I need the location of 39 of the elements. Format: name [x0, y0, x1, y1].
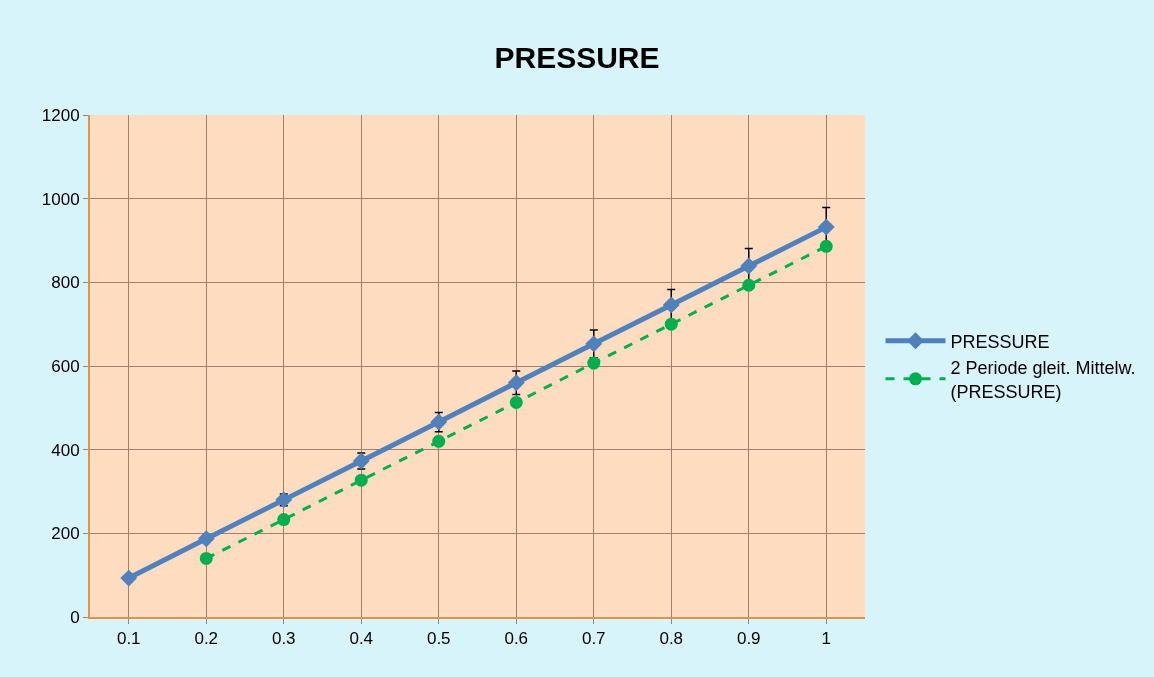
point	[662, 296, 680, 314]
chart-title: PRESSURE	[494, 41, 660, 75]
legend-label: 2 Periode gleit. Mittelw. (PRESSURE)	[950, 358, 1136, 402]
point	[275, 491, 293, 509]
y-tick-label: 1200	[41, 105, 80, 125]
point	[509, 395, 523, 409]
x-tick-label: 0.5	[426, 629, 451, 649]
x-tick-label: 0.2	[194, 629, 219, 649]
point	[587, 356, 601, 370]
legend-label: PRESSURE	[950, 331, 1050, 352]
y-tick-label: 600	[51, 356, 80, 376]
x-tick-label: 0.3	[271, 629, 296, 649]
point	[277, 513, 291, 527]
y-tick-label: 0	[70, 607, 80, 627]
point	[432, 434, 446, 448]
x-tick-label: 0.4	[349, 629, 374, 649]
point	[740, 257, 758, 275]
point	[585, 335, 603, 353]
x-tick-label: 0.6	[504, 629, 529, 649]
point	[199, 551, 213, 565]
y-tick-label: 800	[51, 273, 80, 293]
y-tick-label: 1000	[41, 189, 80, 209]
x-tick-label: 0.1	[116, 629, 141, 649]
point	[352, 452, 370, 470]
point	[430, 413, 448, 431]
point	[120, 569, 138, 587]
y-tick-label: 200	[51, 524, 80, 544]
point	[742, 278, 756, 292]
x-tick-label: 0.9	[736, 629, 761, 649]
point	[817, 218, 835, 236]
point	[507, 374, 525, 392]
point	[354, 473, 368, 487]
x-tick-label: 0.8	[659, 629, 684, 649]
point	[197, 530, 215, 548]
x-tick-label: 0.7	[581, 629, 606, 649]
point	[819, 239, 833, 253]
x-tick-label: 1	[821, 629, 831, 649]
point	[664, 317, 678, 331]
y-tick-label: 400	[51, 440, 80, 460]
